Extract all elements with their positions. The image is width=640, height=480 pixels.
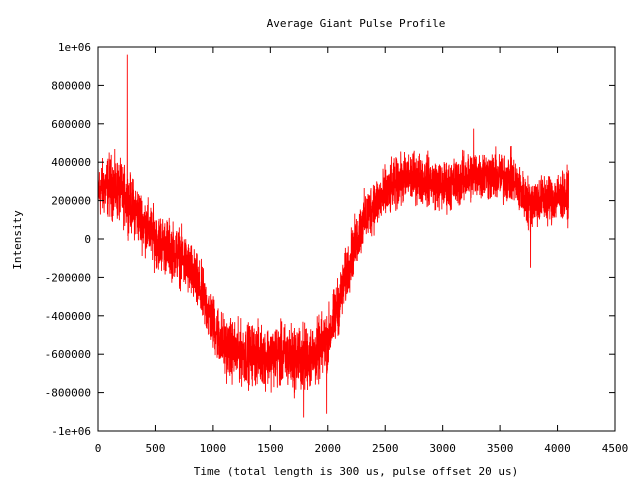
x-tick-label: 3500 <box>487 442 514 455</box>
y-tick-label: 0 <box>84 233 91 246</box>
y-tick-label: -200000 <box>45 271 91 284</box>
x-tick-label: 2000 <box>315 442 342 455</box>
y-tick-label: -600000 <box>45 348 91 361</box>
series-line-0 <box>97 54 570 418</box>
x-tick-label: 1000 <box>200 442 227 455</box>
y-axis-ticks: -1e+06 -800000 -600000 -400000 -200000 0 20000… <box>45 41 615 438</box>
y-tick-label: 600000 <box>51 118 91 131</box>
y-tick-label: 800000 <box>51 79 91 92</box>
x-tick-label: 0 <box>95 442 102 455</box>
x-tick-label: 4000 <box>544 442 571 455</box>
x-tick-label: 1500 <box>257 442 284 455</box>
x-axis-ticks: 0 500 1000 1500 2000 2500 3000 3500 4000 4500 <box>95 47 629 455</box>
y-tick-label: -800000 <box>45 387 91 400</box>
y-axis-label: Intensity <box>11 210 24 270</box>
y-tick-label: 1e+06 <box>58 41 91 54</box>
x-tick-label: 2500 <box>372 442 399 455</box>
chart-title: Average Giant Pulse Profile <box>267 17 446 30</box>
y-tick-label: 200000 <box>51 195 91 208</box>
x-tick-label: 3000 <box>429 442 456 455</box>
x-tick-label: 500 <box>146 442 166 455</box>
x-axis-label: Time (total length is 300 us, pulse offs… <box>194 465 519 478</box>
plot-area <box>97 54 570 418</box>
x-tick-label: 4500 <box>602 442 629 455</box>
y-tick-label: 400000 <box>51 156 91 169</box>
y-tick-label: -1e+06 <box>51 425 91 438</box>
y-tick-label: -400000 <box>45 310 91 323</box>
